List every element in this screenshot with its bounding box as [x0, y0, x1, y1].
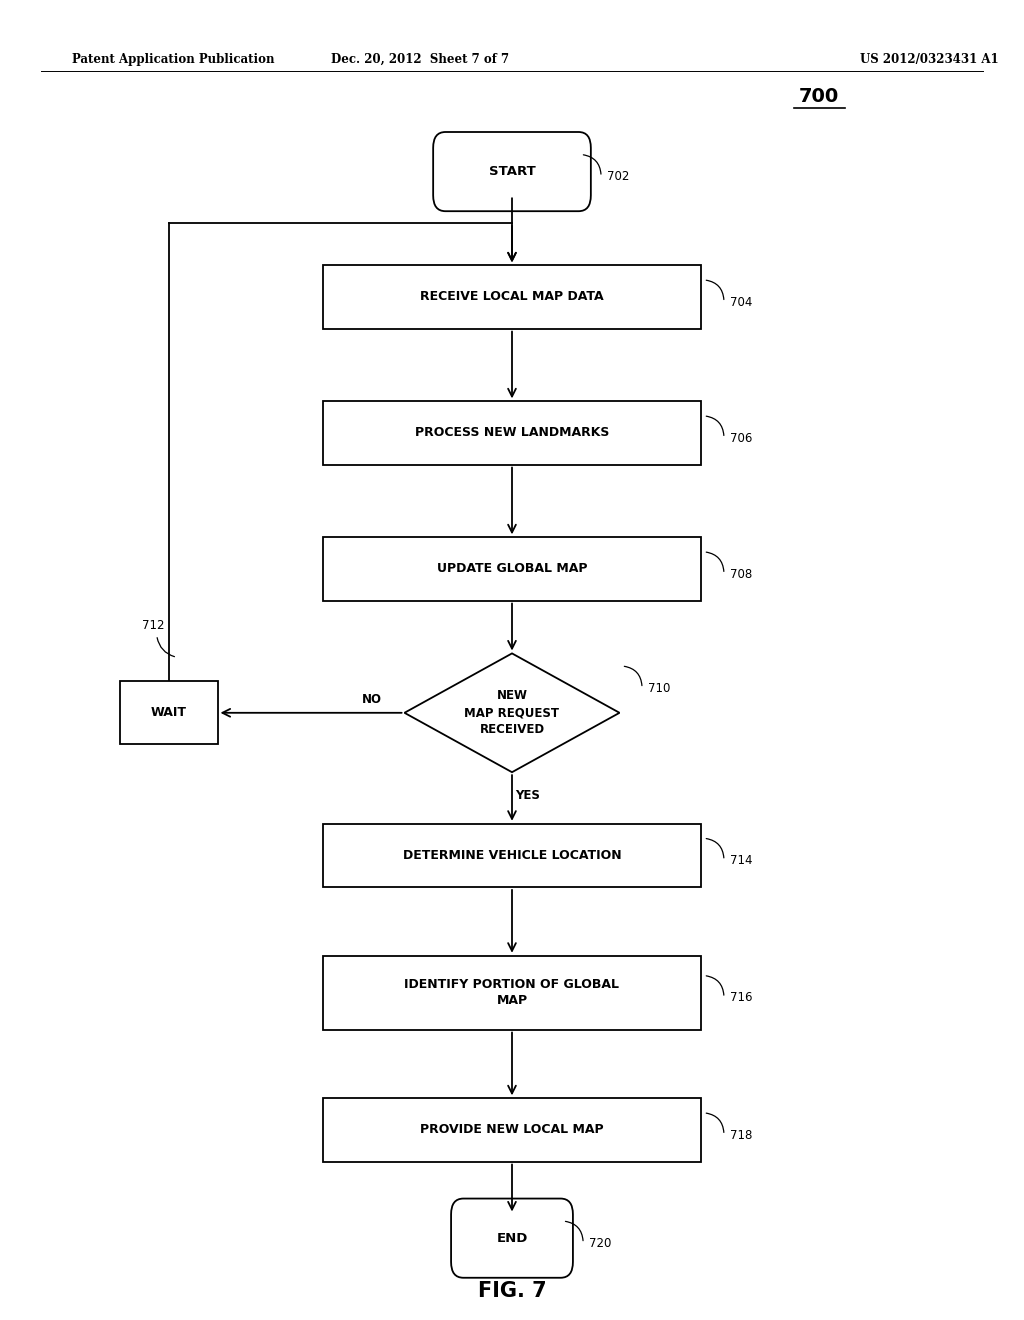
Bar [323, 537, 701, 601]
FancyBboxPatch shape [433, 132, 591, 211]
Text: 710: 710 [648, 682, 671, 694]
Text: Dec. 20, 2012  Sheet 7 of 7: Dec. 20, 2012 Sheet 7 of 7 [331, 53, 509, 66]
Text: 714: 714 [730, 854, 753, 867]
Polygon shape [404, 653, 620, 772]
Text: US 2012/0323431 A1: US 2012/0323431 A1 [860, 53, 998, 66]
Text: 712: 712 [142, 619, 165, 632]
Text: 708: 708 [730, 568, 753, 581]
Text: START: START [488, 165, 536, 178]
Text: NEW
MAP REQUEST
RECEIVED: NEW MAP REQUEST RECEIVED [465, 689, 559, 737]
FancyBboxPatch shape [451, 1199, 573, 1278]
Bar [323, 1098, 701, 1162]
Text: END: END [497, 1232, 527, 1245]
Text: 720: 720 [590, 1237, 611, 1250]
Text: 704: 704 [730, 296, 753, 309]
Text: Patent Application Publication: Patent Application Publication [72, 53, 274, 66]
Text: PROVIDE NEW LOCAL MAP: PROVIDE NEW LOCAL MAP [420, 1123, 604, 1137]
Text: DETERMINE VEHICLE LOCATION: DETERMINE VEHICLE LOCATION [402, 849, 622, 862]
Text: WAIT: WAIT [151, 706, 187, 719]
Bar [323, 956, 701, 1030]
Text: 702: 702 [607, 170, 630, 183]
Bar [121, 681, 218, 744]
Text: 718: 718 [730, 1129, 753, 1142]
Text: NO: NO [361, 693, 382, 706]
Text: RECEIVE LOCAL MAP DATA: RECEIVE LOCAL MAP DATA [420, 290, 604, 304]
Text: YES: YES [515, 789, 540, 803]
Text: 700: 700 [799, 87, 840, 106]
Text: 716: 716 [730, 991, 753, 1005]
Text: FIG. 7: FIG. 7 [477, 1280, 547, 1302]
Bar [323, 824, 701, 887]
Text: 706: 706 [730, 432, 753, 445]
Text: UPDATE GLOBAL MAP: UPDATE GLOBAL MAP [437, 562, 587, 576]
Bar [323, 265, 701, 329]
Bar [323, 401, 701, 465]
Text: IDENTIFY PORTION OF GLOBAL
MAP: IDENTIFY PORTION OF GLOBAL MAP [404, 978, 620, 1007]
Text: PROCESS NEW LANDMARKS: PROCESS NEW LANDMARKS [415, 426, 609, 440]
